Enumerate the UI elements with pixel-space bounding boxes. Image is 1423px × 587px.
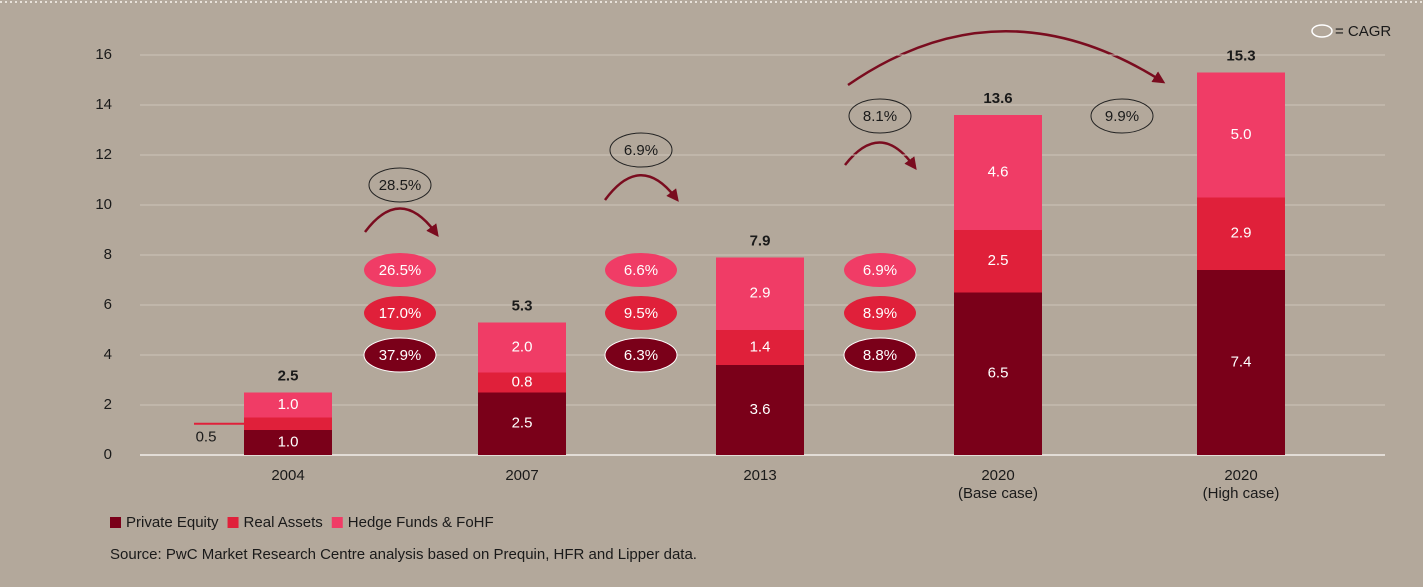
arrow: [844, 141, 917, 171]
cagr-ellipse: [605, 253, 677, 287]
legend-label: Private Equity: [126, 514, 219, 531]
y-tick-label: 16: [95, 46, 112, 63]
cagr-ellipse: [363, 337, 437, 373]
bar-segment: [478, 322, 566, 373]
x-tick-label: 2007: [505, 467, 539, 484]
data-label: 0.8: [512, 373, 533, 390]
bar-segment: [478, 392, 566, 455]
arrow: [363, 207, 439, 238]
y-tick-label: 6: [104, 296, 112, 313]
cagr-ellipse: [848, 98, 912, 134]
y-tick-label: 8: [104, 246, 112, 263]
cagr-legend-icon: [1311, 24, 1333, 38]
cagr-label: 6.6%: [624, 262, 658, 279]
x-tick-label: 2004: [271, 467, 305, 484]
legend-label: Real Assets: [244, 514, 323, 531]
legend-swatch: [227, 517, 239, 528]
y-tick-label: 2: [104, 396, 112, 413]
total-label: 5.3: [512, 297, 533, 314]
bar-segment: [716, 330, 804, 365]
cagr-ellipse: [844, 253, 916, 287]
cagr-ellipse: [605, 296, 677, 330]
bar-segment: [954, 292, 1042, 455]
cagr-ellipse: [604, 337, 678, 373]
arrow: [847, 30, 1166, 87]
cagr-label: 28.5%: [379, 177, 422, 194]
cagr-label: 8.1%: [863, 108, 897, 125]
cagr-label: 6.3%: [624, 347, 658, 364]
data-label: 2.5: [988, 252, 1009, 269]
cagr-ellipse: [368, 167, 432, 203]
y-tick-label: 0: [104, 446, 112, 463]
source: Source: PwC Market Research Centre analy…: [110, 546, 697, 563]
cagr-label: 6.9%: [624, 142, 658, 159]
total-label: 2.5: [278, 367, 299, 384]
total-label: 15.3: [1226, 47, 1255, 64]
total-label: 13.6: [983, 90, 1012, 107]
bar-segment: [244, 392, 332, 418]
y-tick-label: 12: [95, 146, 112, 163]
data-label: 3.6: [750, 401, 771, 418]
cagr-label: 17.0%: [379, 305, 422, 322]
data-label: 1.0: [278, 433, 299, 450]
x-tick-label: 2013: [743, 467, 777, 484]
bar-segment: [1197, 72, 1285, 198]
bar-segment: [954, 115, 1042, 230]
data-label: 7.4: [1231, 353, 1252, 370]
data-label: 2.0: [512, 338, 533, 355]
data-label: 1.0: [278, 396, 299, 413]
y-tick-label: 4: [104, 346, 112, 363]
y-tick-label: 14: [95, 96, 112, 113]
data-label: 4.6: [988, 163, 1009, 180]
bar-segment: [716, 365, 804, 455]
cagr-label: 9.5%: [624, 305, 658, 322]
cagr-ellipse: [844, 296, 916, 330]
data-label: 0.5: [196, 429, 217, 446]
data-label: 6.5: [988, 365, 1009, 382]
data-label: 1.4: [750, 338, 771, 355]
cagr-label: 26.5%: [379, 262, 422, 279]
cagr-label: 9.9%: [1105, 108, 1139, 125]
cagr-ellipse: [1090, 98, 1154, 134]
arrow: [603, 174, 679, 202]
cagr-ellipse: [364, 296, 436, 330]
bar-segment: [716, 257, 804, 330]
cagr-legend: = CAGR: [1335, 23, 1391, 40]
cagr-label: 8.9%: [863, 305, 897, 322]
cagr-label: 37.9%: [379, 347, 422, 364]
x-tick-label: 2020 (High case): [1202, 467, 1280, 502]
legend-swatch: [331, 517, 343, 528]
data-label: 5.0: [1231, 126, 1252, 143]
bar-segment: [1197, 197, 1285, 270]
cagr-ellipse: [364, 253, 436, 287]
data-label: 2.9: [750, 285, 771, 302]
cagr-label: 8.8%: [863, 347, 897, 364]
bar-segment: [244, 417, 332, 430]
cagr-label: 6.9%: [863, 262, 897, 279]
y-tick-label: 10: [95, 196, 112, 213]
cagr-ellipse: [609, 132, 673, 168]
data-label: 2.5: [512, 415, 533, 432]
data-label: 2.9: [1231, 225, 1252, 242]
total-label: 7.9: [750, 232, 771, 249]
bar-segment: [244, 430, 332, 455]
legend-swatch: [110, 517, 121, 528]
bar-segment: [478, 372, 566, 393]
bar-segment: [954, 230, 1042, 293]
bar-segment: [1197, 270, 1285, 455]
legend-label: Hedge Funds & FoHF: [348, 514, 494, 531]
x-tick-label: 2020 (Base case): [957, 467, 1039, 502]
cagr-ellipse: [843, 337, 917, 373]
